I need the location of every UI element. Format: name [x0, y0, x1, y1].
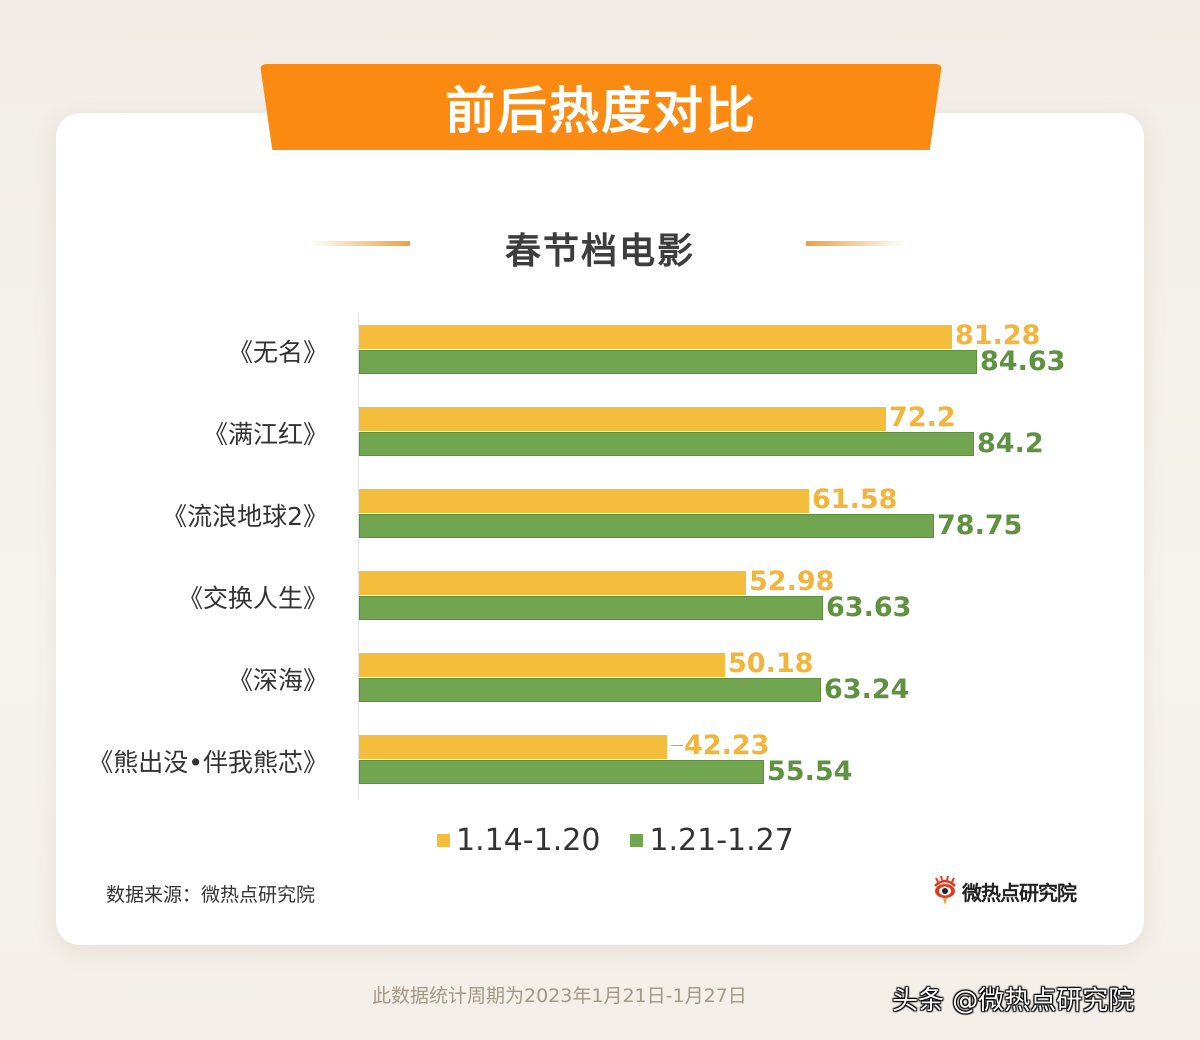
category-label: 《熊出没•伴我熊芯》 — [88, 748, 328, 777]
chart-row: 《熊出没•伴我熊芯》 42.23 55.54 — [0, 730, 1200, 789]
bar-series1 — [359, 653, 725, 677]
legend-label: 1.14-1.20 — [456, 822, 601, 858]
value-label-series1: 72.2 — [889, 402, 956, 433]
bar-series1 — [359, 735, 667, 759]
value-label-series2: 78.75 — [937, 510, 1023, 541]
value-label-series1: 81.28 — [955, 320, 1041, 351]
decorative-line-left — [310, 241, 410, 246]
value-label-series1: 52.98 — [749, 566, 835, 597]
watermark: 头条 @微热点研究院 — [892, 986, 1135, 1016]
bar-series1 — [359, 325, 952, 349]
bar-series2 — [359, 678, 821, 702]
data-source: 数据来源：微热点研究院 — [106, 884, 316, 906]
logo-text: 微热点研究院 — [962, 880, 1077, 905]
subtitle-row: 春节档电影 — [0, 222, 1200, 272]
legend-item-series1: 1.14-1.20 — [437, 823, 600, 858]
chart-row: 《无名》 81.28 84.63 — [0, 320, 1200, 379]
category-label: 《交换人生》 — [177, 584, 328, 613]
legend-label: 1.21-1.27 — [649, 822, 794, 858]
value-label-series1: 50.18 — [728, 648, 814, 679]
value-label-series2: 84.2 — [977, 428, 1044, 459]
bar-series2 — [359, 432, 974, 456]
bar-series2 — [359, 350, 977, 374]
chart-legend: 1.14-1.20 1.21-1.27 — [437, 822, 794, 858]
category-label: 《流浪地球2》 — [162, 502, 328, 531]
chart-subtitle: 春节档电影 — [504, 231, 695, 272]
weibo-eye-icon — [932, 875, 958, 906]
decorative-line-right — [806, 241, 906, 246]
page-title: 前后热度对比 — [445, 82, 757, 140]
category-label: 《无名》 — [227, 338, 328, 367]
value-label-series2: 84.63 — [980, 346, 1066, 377]
bar-series1 — [359, 489, 809, 513]
bar-series1 — [359, 571, 746, 595]
period-footnote: 此数据统计周期为2023年1月21日-1月27日 — [372, 985, 747, 1007]
value-label-series2: 55.54 — [767, 756, 853, 787]
bar-series2 — [359, 514, 934, 538]
value-label-series2: 63.63 — [826, 592, 912, 623]
chart-row: 《流浪地球2》 61.58 78.75 — [0, 484, 1200, 543]
title-banner: 前后热度对比 — [260, 64, 942, 150]
value-label-series2: 63.24 — [824, 674, 910, 705]
category-axis-line — [358, 312, 359, 800]
chart-row: 《交换人生》 52.98 63.63 — [0, 566, 1200, 625]
bar-series2 — [359, 760, 764, 784]
value-label-series1: 61.58 — [812, 484, 898, 515]
brand-logo: 微热点研究院 — [932, 875, 1077, 906]
bar-series1 — [359, 407, 886, 431]
category-label: 《满江红》 — [202, 420, 328, 449]
chart-row: 《满江红》 72.2 84.2 — [0, 402, 1200, 461]
chart-row: 《深海》 50.18 63.24 — [0, 648, 1200, 707]
legend-swatch-series1 — [437, 833, 450, 847]
label-leader-line — [671, 745, 683, 746]
value-label-series1: 42.23 — [684, 730, 770, 761]
legend-swatch-series2 — [630, 833, 644, 847]
bar-series2 — [359, 596, 823, 620]
legend-item-series2: 1.21-1.27 — [630, 822, 794, 858]
category-label: 《深海》 — [227, 666, 328, 695]
